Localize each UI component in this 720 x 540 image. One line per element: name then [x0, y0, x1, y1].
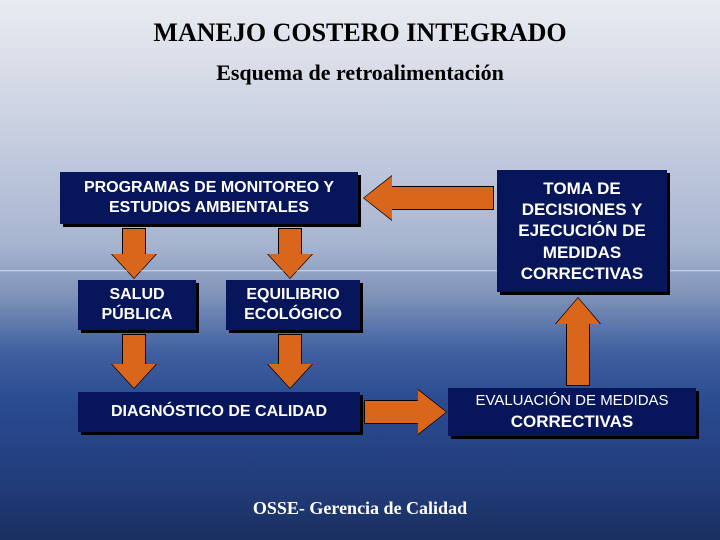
node-salud: SALUD PÚBLICA — [78, 280, 196, 330]
arrow-salud-diagnostico-head — [112, 364, 156, 388]
node-evaluacion-line1: EVALUACIÓN DE MEDIDAS — [475, 392, 668, 411]
subtitle: Esquema de retroalimentación — [0, 60, 720, 86]
arrow-evaluacion-toma-head — [556, 298, 600, 324]
arrow-diagnostico-evaluacion-shaft — [364, 400, 418, 424]
arrow-programas-salud-shaft — [122, 228, 146, 256]
node-diagnostico: DIAGNÓSTICO DE CALIDAD — [78, 392, 360, 432]
main-title: MANEJO COSTERO INTEGRADO — [0, 18, 720, 48]
arrow-programas-salud-head — [112, 254, 156, 278]
arrow-equilibrio-diagnostico-shaft — [278, 334, 302, 366]
arrow-equilibrio-diagnostico-head — [268, 364, 312, 388]
arrow-programas-equilibrio-shaft — [278, 228, 302, 256]
node-equilibrio-label: EQUILIBRIO ECOLÓGICO — [234, 285, 352, 325]
node-equilibrio: EQUILIBRIO ECOLÓGICO — [226, 280, 360, 330]
node-diagnostico-label: DIAGNÓSTICO DE CALIDAD — [111, 402, 327, 422]
arrow-toma-programas-head — [364, 176, 392, 220]
arrow-diagnostico-evaluacion-head — [418, 390, 446, 434]
node-programas-label: PROGRAMAS DE MONITOREO Y ESTUDIOS AMBIEN… — [68, 178, 350, 218]
node-toma: TOMA DE DECISIONES Y EJECUCIÓN DE MEDIDA… — [497, 170, 667, 292]
node-programas: PROGRAMAS DE MONITOREO Y ESTUDIOS AMBIEN… — [60, 172, 358, 224]
node-toma-label: TOMA DE DECISIONES Y EJECUCIÓN DE MEDIDA… — [505, 178, 659, 284]
arrow-toma-programas-shaft — [392, 186, 494, 210]
arrow-programas-equilibrio-head — [268, 254, 312, 278]
arrow-evaluacion-toma-shaft — [566, 324, 590, 386]
node-salud-label: SALUD PÚBLICA — [86, 285, 188, 325]
arrow-salud-diagnostico-shaft — [122, 334, 146, 366]
node-evaluacion: EVALUACIÓN DE MEDIDAS CORRECTIVAS — [448, 388, 696, 436]
node-evaluacion-line2: CORRECTIVAS — [511, 411, 633, 432]
footer-text: OSSE- Gerencia de Calidad — [0, 498, 720, 519]
